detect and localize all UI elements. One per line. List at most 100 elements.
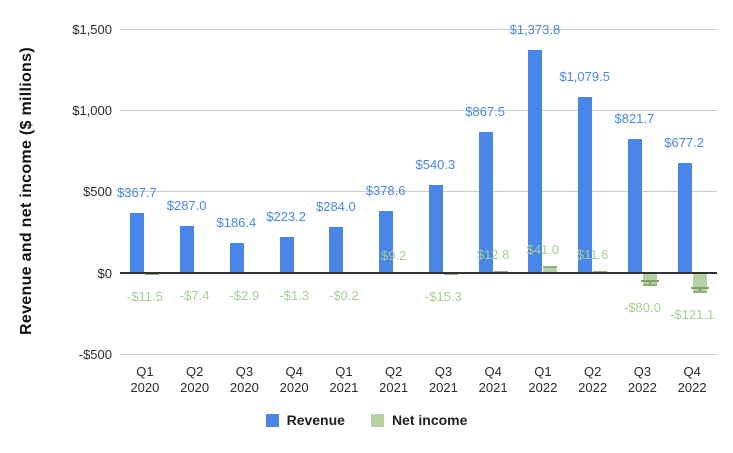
bar-net-income (493, 270, 508, 273)
x-axis-label: Q2 2020 (170, 364, 220, 396)
net-income-value-label: -$7.4 (179, 288, 210, 304)
revenue-value-label: $223.2 (266, 208, 307, 224)
gridline (120, 191, 717, 193)
net-income-bar-cap (443, 273, 458, 276)
revenue-value-label: $540.3 (415, 157, 456, 173)
x-axis-label-quarter: Q1 (534, 364, 552, 379)
revenue-value-label: $677.2 (664, 134, 705, 150)
x-axis-label-quarter: Q3 (235, 364, 254, 379)
x-axis-label-year: 2020 (279, 380, 309, 395)
x-axis-label-year: 2022 (578, 380, 608, 395)
x-axis-label-quarter: Q4 (484, 364, 502, 379)
net-income-value-label: -$121.1 (670, 306, 715, 322)
x-axis-label-year: 2022 (528, 380, 558, 395)
net-income-value-label: $11.6 (576, 247, 609, 263)
x-axis-label: Q2 2022 (568, 364, 618, 396)
bar-revenue (379, 211, 394, 273)
bar-revenue (329, 226, 344, 273)
x-axis-label-year: 2022 (677, 380, 707, 395)
legend-swatch-net-income (370, 413, 384, 427)
x-axis-label-year: 2020 (229, 380, 259, 395)
x-axis-label: Q4 2021 (468, 364, 518, 396)
x-axis-label-year: 2021 (379, 380, 409, 395)
net-income-error-whisker-stem (648, 280, 651, 285)
x-axis-label-year: 2020 (180, 380, 210, 395)
x-axis-label-quarter: Q2 (384, 364, 403, 379)
x-axis-label-year: 2021 (478, 380, 508, 395)
bar-revenue (578, 97, 593, 273)
revenue-value-label: $1,079.5 (559, 69, 610, 85)
net-income-value-label: -$80.0 (623, 300, 661, 315)
x-axis-label-quarter: Q4 (285, 364, 303, 379)
bar-net-income (642, 273, 657, 286)
x-axis-label: Q1 2022 (518, 364, 568, 396)
net-income-error-whisker-stem (698, 286, 701, 292)
x-axis-label-year: 2020 (130, 380, 160, 395)
net-income-bar-cap (543, 266, 558, 269)
bar-net-income (443, 273, 458, 276)
legend-label-net-income: Net income (391, 412, 468, 428)
revenue-value-label: $867.5 (465, 103, 506, 119)
x-axis-label: Q4 2020 (269, 364, 319, 396)
x-axis-label: Q4 2022 (667, 364, 717, 396)
x-axis-label: Q2 2021 (369, 364, 419, 396)
x-axis-label-quarter: Q2 (185, 364, 204, 379)
gridline (120, 28, 717, 30)
bar-revenue (229, 242, 244, 273)
bar-net-income (543, 266, 558, 273)
revenue-value-label: $287.0 (166, 198, 207, 214)
y-axis-tick-label: $1,500 (72, 21, 112, 37)
legend-swatch-revenue (265, 413, 279, 427)
net-income-value-label: -$15.3 (424, 289, 462, 305)
x-axis-label: Q1 2020 (120, 364, 170, 396)
revenue-value-label: $284.0 (315, 198, 356, 214)
x-axis-label-quarter: Q2 (583, 364, 602, 379)
revenue-value-label: $1,373.8 (509, 21, 561, 37)
x-axis-label-year: 2022 (627, 380, 657, 395)
x-axis-label-year: 2021 (329, 380, 359, 395)
net-income-value-label: $41.0 (526, 242, 560, 258)
x-axis-label: Q3 2022 (618, 364, 668, 396)
bar-revenue (677, 162, 692, 273)
x-axis-label-quarter: Q3 (434, 364, 453, 379)
y-axis-tick-label: $0 (97, 265, 112, 281)
net-income-value-label: $12.8 (476, 246, 510, 262)
revenue-value-label: $821.7 (614, 111, 655, 127)
net-income-value-label: -$11.5 (126, 288, 163, 304)
revenue-value-label: $186.4 (216, 214, 257, 230)
y-axis-tick-label: -$500 (78, 346, 112, 362)
x-axis-label: Q3 2020 (220, 364, 270, 396)
x-axis-label-year: 2021 (428, 380, 458, 395)
gridline (120, 353, 717, 355)
x-axis-line (120, 272, 717, 274)
net-income-bar-cap (493, 270, 508, 273)
legend-label-revenue: Revenue (286, 412, 345, 428)
revenue-value-label: $378.6 (365, 183, 406, 199)
y-axis-tick-label: $500 (83, 184, 112, 200)
net-income-bar-cap (692, 290, 707, 293)
gridline (120, 109, 717, 111)
revenue-value-label: $367.7 (116, 185, 157, 201)
x-axis-label: Q3 2021 (419, 364, 469, 396)
bar-revenue (528, 49, 543, 273)
x-axis-label-quarter: Q4 (683, 364, 701, 379)
net-income-value-label: $9.2 (380, 247, 407, 263)
bar-revenue (627, 139, 642, 273)
bar-revenue (428, 185, 443, 273)
net-income-value-label: -$2.9 (229, 288, 260, 304)
bar-revenue (478, 131, 493, 273)
x-axis-label: Q1 2021 (319, 364, 369, 396)
bar-revenue (130, 213, 145, 273)
x-axis-label-quarter: Q1 (136, 364, 154, 379)
net-income-value-label: -$0.2 (329, 288, 359, 304)
bar-revenue (279, 236, 294, 273)
net-income-value-label: -$1.3 (279, 288, 309, 304)
x-axis-label-quarter: Q1 (335, 364, 353, 379)
x-axis-label-quarter: Q3 (633, 364, 652, 379)
bar-revenue (180, 226, 195, 273)
y-axis-tick-label: $1,000 (72, 102, 112, 118)
net-income-bar-cap (642, 284, 657, 286)
legend: Revenue Net income (0, 412, 733, 428)
